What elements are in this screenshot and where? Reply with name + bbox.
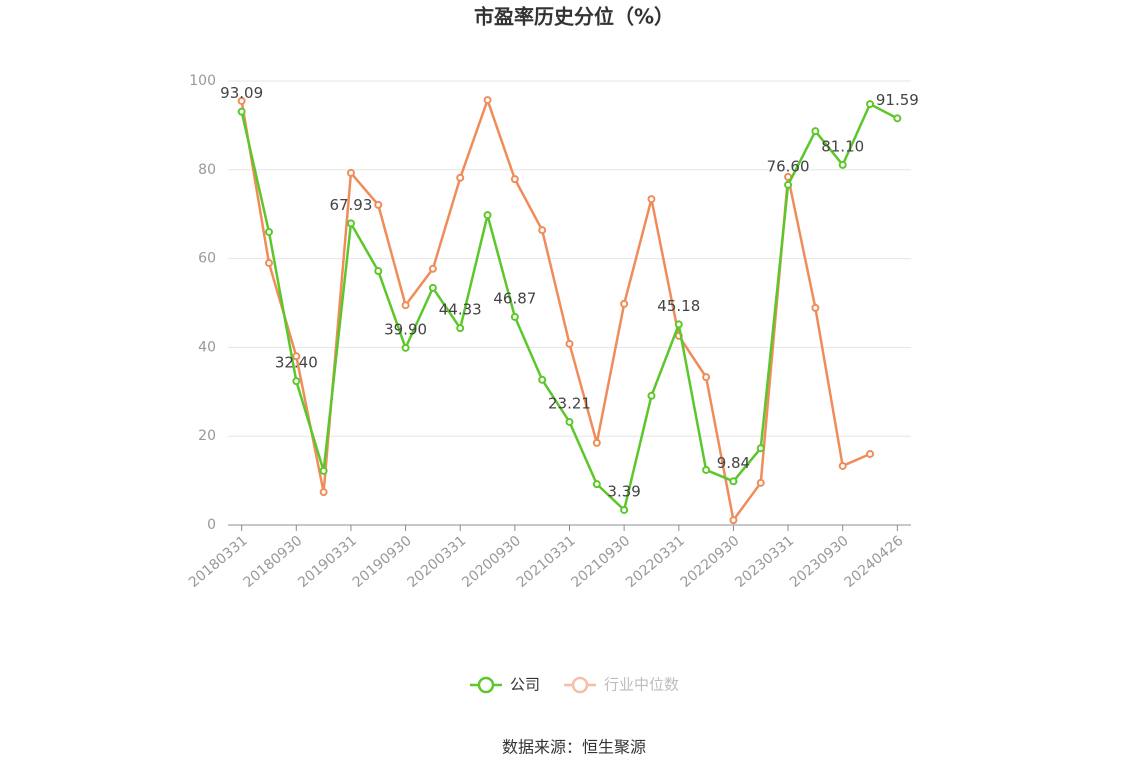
data-label: 23.21 <box>548 394 591 412</box>
data-label: 44.33 <box>439 301 482 319</box>
point <box>264 259 273 268</box>
point <box>756 444 765 453</box>
point <box>565 417 574 426</box>
point <box>374 200 383 209</box>
data-label: 81.10 <box>821 137 864 155</box>
point <box>401 343 410 352</box>
point <box>538 226 547 235</box>
x-tick-label: 20200331 <box>404 533 469 591</box>
data-label: 3.39 <box>607 482 640 500</box>
data-label: 46.87 <box>493 289 536 307</box>
point <box>647 195 656 204</box>
data-label: 67.93 <box>329 196 372 214</box>
point <box>784 180 793 189</box>
legend-label: 公司 <box>510 676 540 694</box>
point <box>729 477 738 486</box>
point <box>674 320 683 329</box>
chart-title: 市盈率历史分位（%） <box>474 5 674 29</box>
data-label: 32.40 <box>275 354 318 372</box>
x-tick-label: 20210331 <box>514 533 579 591</box>
point <box>483 96 492 105</box>
point <box>756 478 765 487</box>
point <box>456 324 465 333</box>
point <box>866 100 875 109</box>
legend-item[interactable]: 公司 <box>470 676 540 694</box>
point <box>237 107 246 116</box>
y-tick-label: 100 <box>189 73 216 89</box>
data-label: 45.18 <box>657 297 700 315</box>
point <box>510 175 519 184</box>
y-tick-label: 0 <box>207 517 216 533</box>
x-tick-label: 20240426 <box>842 533 907 591</box>
x-tick-label: 20230930 <box>787 533 852 591</box>
point <box>401 301 410 310</box>
x-tick-label: 20220930 <box>678 533 743 591</box>
series-line <box>240 96 871 524</box>
point <box>292 352 301 361</box>
x-tick-label: 20220331 <box>623 533 688 591</box>
data-label: 91.59 <box>876 91 919 109</box>
point <box>702 373 711 382</box>
point <box>592 438 601 447</box>
point <box>811 127 820 136</box>
point <box>319 466 328 475</box>
data-label: 76.60 <box>767 157 810 175</box>
point <box>592 480 601 489</box>
legend-marker <box>571 676 589 694</box>
x-tick-label: 20200930 <box>459 533 524 591</box>
point <box>264 227 273 236</box>
legend-item[interactable]: 行业中位数 <box>564 676 679 694</box>
source: 数据来源：恒生聚源 <box>502 738 646 757</box>
y-tick-label: 40 <box>198 339 216 355</box>
x-tick-label: 20190930 <box>350 533 415 591</box>
data-label: 93.09 <box>220 84 263 102</box>
legend-label: 行业中位数 <box>604 676 679 694</box>
point <box>702 465 711 474</box>
point <box>838 160 847 169</box>
x-tick-label: 20230331 <box>732 533 797 591</box>
point <box>538 375 547 384</box>
point <box>729 516 738 525</box>
y-tick-label: 20 <box>198 428 216 444</box>
x-tick-label: 20180331 <box>186 533 251 591</box>
point <box>510 312 519 321</box>
x-tick-label: 20180930 <box>241 533 306 591</box>
point <box>893 114 902 123</box>
point <box>346 219 355 228</box>
y-tick-label: 60 <box>198 251 216 267</box>
point <box>647 391 656 400</box>
data-label: 9.84 <box>717 454 750 472</box>
point <box>428 264 437 273</box>
legend-marker <box>477 676 495 694</box>
x-tick-label: 20190331 <box>295 533 360 591</box>
x-tick-label: 20210930 <box>568 533 633 591</box>
point <box>346 168 355 177</box>
point <box>811 303 820 312</box>
point <box>483 211 492 220</box>
point <box>620 505 629 514</box>
point <box>428 283 437 292</box>
data-label: 39.90 <box>384 320 427 338</box>
point <box>866 449 875 458</box>
point <box>565 339 574 348</box>
point <box>838 461 847 470</box>
point <box>374 267 383 276</box>
point <box>237 96 246 105</box>
y-tick-label: 80 <box>198 162 216 178</box>
point <box>620 299 629 308</box>
point <box>319 488 328 497</box>
point <box>456 173 465 182</box>
point <box>292 377 301 386</box>
